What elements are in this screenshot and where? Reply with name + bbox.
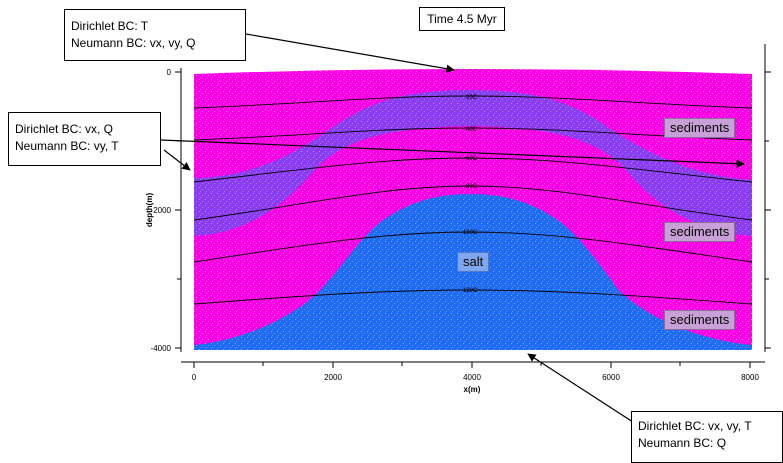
arrow-right-boundary	[160, 139, 745, 168]
contour-label-20c: 20C	[466, 95, 478, 101]
contour-120c	[194, 289, 752, 305]
x-tick-label-8000: 8000	[741, 373, 759, 382]
label-salt: salt	[457, 252, 490, 272]
callout-bottom-line2: Neumann BC: Q	[638, 436, 727, 450]
callout-top-boundary: Dirichlet BC: T Neumann BC: vx, vy, Q	[64, 9, 246, 61]
arrow-left-boundary	[163, 149, 191, 171]
contour-label-60c: 60C	[466, 156, 478, 162]
x-tick-label-4000: 4000	[463, 373, 481, 382]
contour-20c	[194, 95, 752, 109]
label-sediments-lower: sediments	[664, 310, 736, 330]
x-tick-label-0: 0	[192, 373, 197, 382]
label-sediments-middle: sediments	[664, 222, 736, 242]
callout-top-line1: Dirichlet BC: T	[71, 19, 149, 33]
y-tick-label-2000: -2000	[151, 206, 172, 215]
callout-side-line2: Neumann BC: vy, T	[15, 139, 119, 153]
arrow-bottom-boundary	[527, 353, 637, 425]
mesh-speckle-overlay	[194, 68, 752, 350]
contour-60c	[194, 157, 752, 183]
contour-label-120c: 120C	[463, 288, 478, 294]
x-tick-label-2000: 2000	[324, 373, 342, 382]
callout-top-line2: Neumann BC: vx, vy, Q	[71, 36, 196, 50]
contour-40c	[194, 127, 752, 141]
x-ticks	[193, 362, 751, 368]
y-tick-label-0: 0	[167, 68, 172, 77]
callout-bottom-boundary: Dirichlet BC: vx, vy, T Neumann BC: Q	[631, 411, 783, 463]
contour-80c	[194, 185, 752, 221]
callout-bottom-line1: Dirichlet BC: vx, vy, T	[638, 419, 752, 433]
callout-side-boundary: Dirichlet BC: vx, Q Neumann BC: vy, T	[8, 112, 161, 166]
x-tick-label-6000: 6000	[602, 373, 620, 382]
label-sediments-upper: sediments	[664, 118, 736, 138]
arrow-top-boundary	[245, 33, 455, 73]
y-tick-label-4000: -4000	[151, 344, 172, 353]
contour-label-80c: 80C	[466, 184, 478, 190]
contour-label-100c: 100C	[463, 230, 478, 236]
x-axis-title: x(m)	[464, 385, 481, 394]
callout-side-line1: Dirichlet BC: vx, Q	[15, 122, 114, 136]
model-domain: 20C 40C 60C 80C 100C 120C	[194, 68, 752, 350]
contour-100c	[194, 231, 752, 263]
y-axis-title: depth(m)	[145, 193, 154, 228]
contour-label-40c: 40C	[466, 127, 478, 133]
time-label: Time 4.5 Myr	[419, 7, 505, 31]
